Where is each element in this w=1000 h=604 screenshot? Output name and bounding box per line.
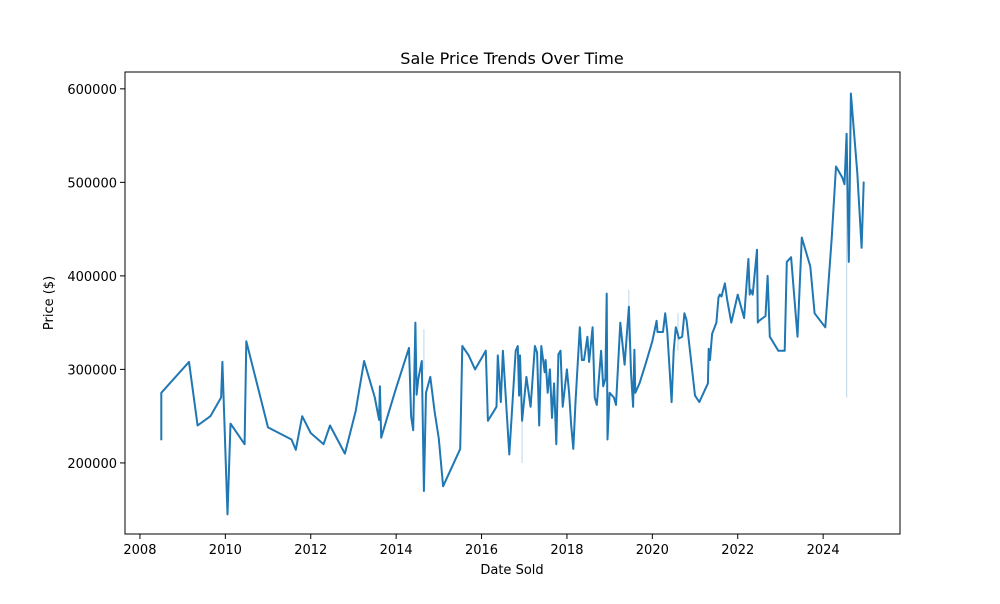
y-tick-label-500000: 500000: [67, 176, 117, 191]
y-axis: 200000 300000 400000 500000 600000: [67, 83, 125, 472]
x-tick-label-2020: 2020: [636, 543, 669, 558]
x-tick-label-2018: 2018: [550, 543, 583, 558]
y-tick-label-400000: 400000: [67, 270, 117, 285]
y-tick-label-600000: 600000: [67, 83, 117, 98]
x-tick-label-2012: 2012: [294, 543, 327, 558]
price-series-line-0: [160, 92, 865, 516]
x-axis: 2008 2010 2012 2014 2016 2018 2020 2022 2024: [123, 534, 840, 558]
chart-title: Sale Price Trends Over Time: [400, 49, 623, 68]
x-tick-label-2010: 2010: [209, 543, 242, 558]
y-tick-label-300000: 300000: [67, 363, 117, 378]
series-line-layer: [160, 92, 865, 516]
x-tick-label-2022: 2022: [721, 543, 754, 558]
x-axis-label: Date Sold: [480, 563, 543, 578]
x-tick-label-2024: 2024: [807, 543, 840, 558]
x-tick-label-2014: 2014: [380, 543, 413, 558]
y-axis-label: Price ($): [42, 276, 57, 330]
x-tick-label-2016: 2016: [465, 543, 498, 558]
y-tick-label-200000: 200000: [67, 457, 117, 472]
plot-area-frame: [124, 71, 901, 535]
x-tick-label-2008: 2008: [123, 543, 156, 558]
